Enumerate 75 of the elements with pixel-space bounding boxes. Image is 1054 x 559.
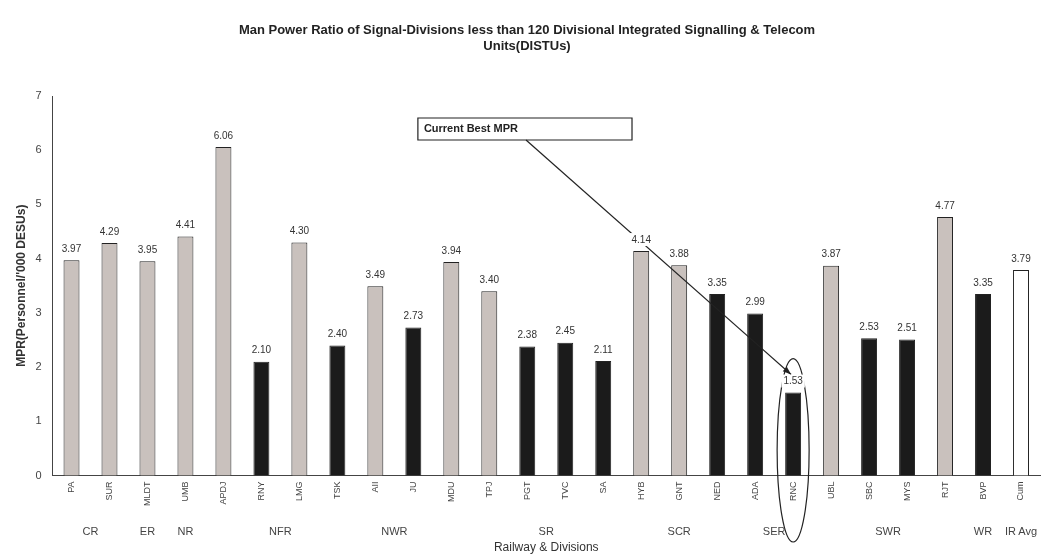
data-label: 2.11	[593, 343, 614, 355]
data-label: 3.79	[1011, 252, 1032, 264]
x-tick-label: BVP	[977, 481, 988, 500]
data-label: 2.10	[251, 344, 272, 356]
x-tick-label: MYS	[901, 481, 912, 502]
data-label: 2.53	[859, 321, 880, 333]
data-label: 4.30	[289, 225, 310, 237]
x-tick-label: MDU	[445, 481, 456, 502]
text: SER	[762, 524, 786, 537]
y-tick-label: 0	[35, 468, 42, 481]
x-tick-label: UMB	[179, 481, 190, 502]
x-tick-label: Cum	[1015, 481, 1026, 501]
x-tick-label: ADA	[749, 481, 760, 501]
x-tick-label: SBC	[863, 481, 874, 501]
x-tick-label: TSK	[331, 481, 342, 500]
text: SWR	[875, 524, 901, 537]
x-tick-label: TPJ	[483, 481, 494, 498]
y-tick-label: 4	[35, 251, 42, 264]
y-tick-label: 1	[35, 414, 42, 427]
x-tick-label: APDJ	[217, 481, 228, 505]
x-tick-label: RNY	[255, 481, 266, 501]
data-label: 4.77	[935, 199, 956, 211]
y-tick-label: 6	[35, 143, 42, 156]
text: NWR	[381, 524, 408, 537]
data-label: 3.87	[821, 248, 842, 260]
y-axis-title: MPR(Personnel/'000 DESUs)	[13, 204, 28, 367]
data-label: 3.35	[707, 276, 728, 288]
x-tick-label: SUR	[103, 481, 114, 501]
data-label: 2.99	[745, 296, 766, 308]
y-tick-label: 7	[35, 89, 42, 102]
y-tick-label: 2	[35, 360, 42, 373]
text: ER	[139, 524, 156, 537]
data-label: 2.45	[555, 325, 576, 337]
x-tick-label: RNC	[787, 481, 798, 501]
x-tick-label: LMG	[293, 481, 304, 502]
data-label: 2.73	[403, 310, 424, 322]
data-label: 1.53	[783, 375, 804, 387]
data-label: 2.38	[517, 329, 538, 341]
x-tick-label: UBL	[825, 481, 836, 500]
x-tick-label: GNT	[673, 481, 684, 501]
y-tick-label: 5	[35, 197, 42, 210]
data-label: 2.51	[897, 322, 918, 334]
x-tick-label: PA	[65, 481, 76, 493]
data-label: 4.29	[99, 225, 120, 237]
data-label: 4.14	[631, 233, 652, 245]
x-tick-label: SA	[597, 481, 608, 494]
data-label: 3.35	[973, 276, 994, 288]
data-label: 6.06	[213, 129, 234, 141]
data-label: 3.88	[669, 247, 690, 259]
x-tick-label: PGT	[521, 481, 532, 501]
text: IR Avg	[1004, 524, 1038, 537]
chart-title: Man Power Ratio of Signal-Divisions less than 120 Divisional Integrated Signalling & Telecom Units(DISTUs)	[237, 21, 817, 55]
data-label: 4.41	[175, 219, 196, 231]
x-tick-label: HYB	[635, 481, 646, 501]
data-label: 3.94	[441, 244, 462, 256]
x-tick-label: TVC	[559, 481, 570, 500]
text: NFR	[269, 524, 292, 537]
text: CR	[82, 524, 99, 537]
x-tick-label: JU	[407, 481, 418, 493]
data-label: 3.97	[61, 243, 82, 255]
data-label: 3.40	[479, 273, 500, 285]
text: WR	[973, 524, 993, 537]
x-tick-label: RJT	[939, 481, 950, 498]
data-label: 3.95	[137, 244, 158, 256]
data-label: 3.49	[365, 269, 386, 281]
x-tick-label: MLDT	[141, 481, 152, 506]
annotation: Current Best MPR	[423, 122, 519, 135]
data-label: 2.40	[327, 328, 348, 340]
text: SR	[538, 524, 554, 537]
x-tick-label: AII	[369, 481, 380, 493]
text: SCR	[667, 524, 691, 537]
x-tick-label: NED	[711, 481, 722, 501]
y-tick-label: 3	[35, 305, 42, 318]
text: NR	[177, 524, 194, 537]
x-axis-title: Railway & Divisions	[493, 540, 599, 555]
